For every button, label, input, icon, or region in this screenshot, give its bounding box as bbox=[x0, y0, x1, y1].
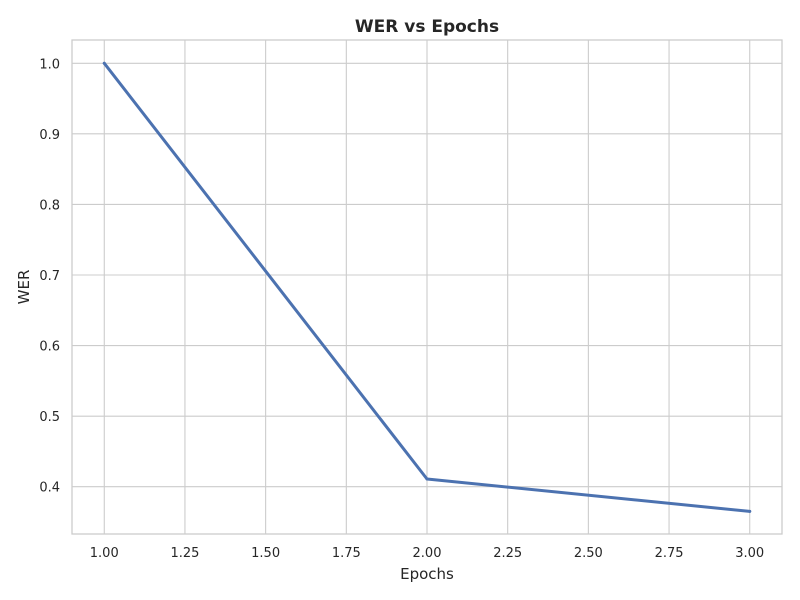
x-tick-labels: 1.00 1.25 1.50 1.75 2.00 2.25 2.50 2.75 3.00 bbox=[90, 546, 764, 561]
plot-frame bbox=[71, 39, 783, 535]
wer-data-point bbox=[425, 477, 429, 481]
series-layer bbox=[102, 61, 752, 513]
y-tick-label: 0.9 bbox=[39, 128, 60, 143]
x-tick-label: 2.50 bbox=[574, 546, 603, 561]
x-tick-label: 3.00 bbox=[735, 546, 764, 561]
y-tick-label: 1.0 bbox=[39, 57, 60, 72]
y-tick-label: 0.7 bbox=[39, 269, 60, 284]
y-tick-label: 0.5 bbox=[39, 410, 60, 425]
x-axis-label: Epochs bbox=[400, 565, 454, 583]
x-tick-label: 2.00 bbox=[413, 546, 442, 561]
chart-title: WER vs Epochs bbox=[355, 17, 499, 37]
x-tick-label: 1.00 bbox=[90, 546, 119, 561]
grid-lines bbox=[72, 40, 782, 534]
y-tick-label: 0.6 bbox=[39, 340, 60, 355]
y-axis-label: WER bbox=[15, 270, 33, 305]
x-tick-label: 2.75 bbox=[655, 546, 684, 561]
x-tick-label: 1.25 bbox=[170, 546, 199, 561]
x-tick-label: 2.25 bbox=[493, 546, 522, 561]
wer-data-point bbox=[748, 509, 752, 513]
y-tick-labels: 0.4 0.5 0.6 0.7 0.8 0.9 1.0 bbox=[39, 57, 60, 495]
wer-data-point bbox=[102, 61, 106, 65]
x-tick-label: 1.50 bbox=[251, 546, 280, 561]
x-tick-label: 1.75 bbox=[332, 546, 361, 561]
y-tick-label: 0.4 bbox=[39, 481, 60, 496]
y-tick-label: 0.8 bbox=[39, 198, 60, 213]
